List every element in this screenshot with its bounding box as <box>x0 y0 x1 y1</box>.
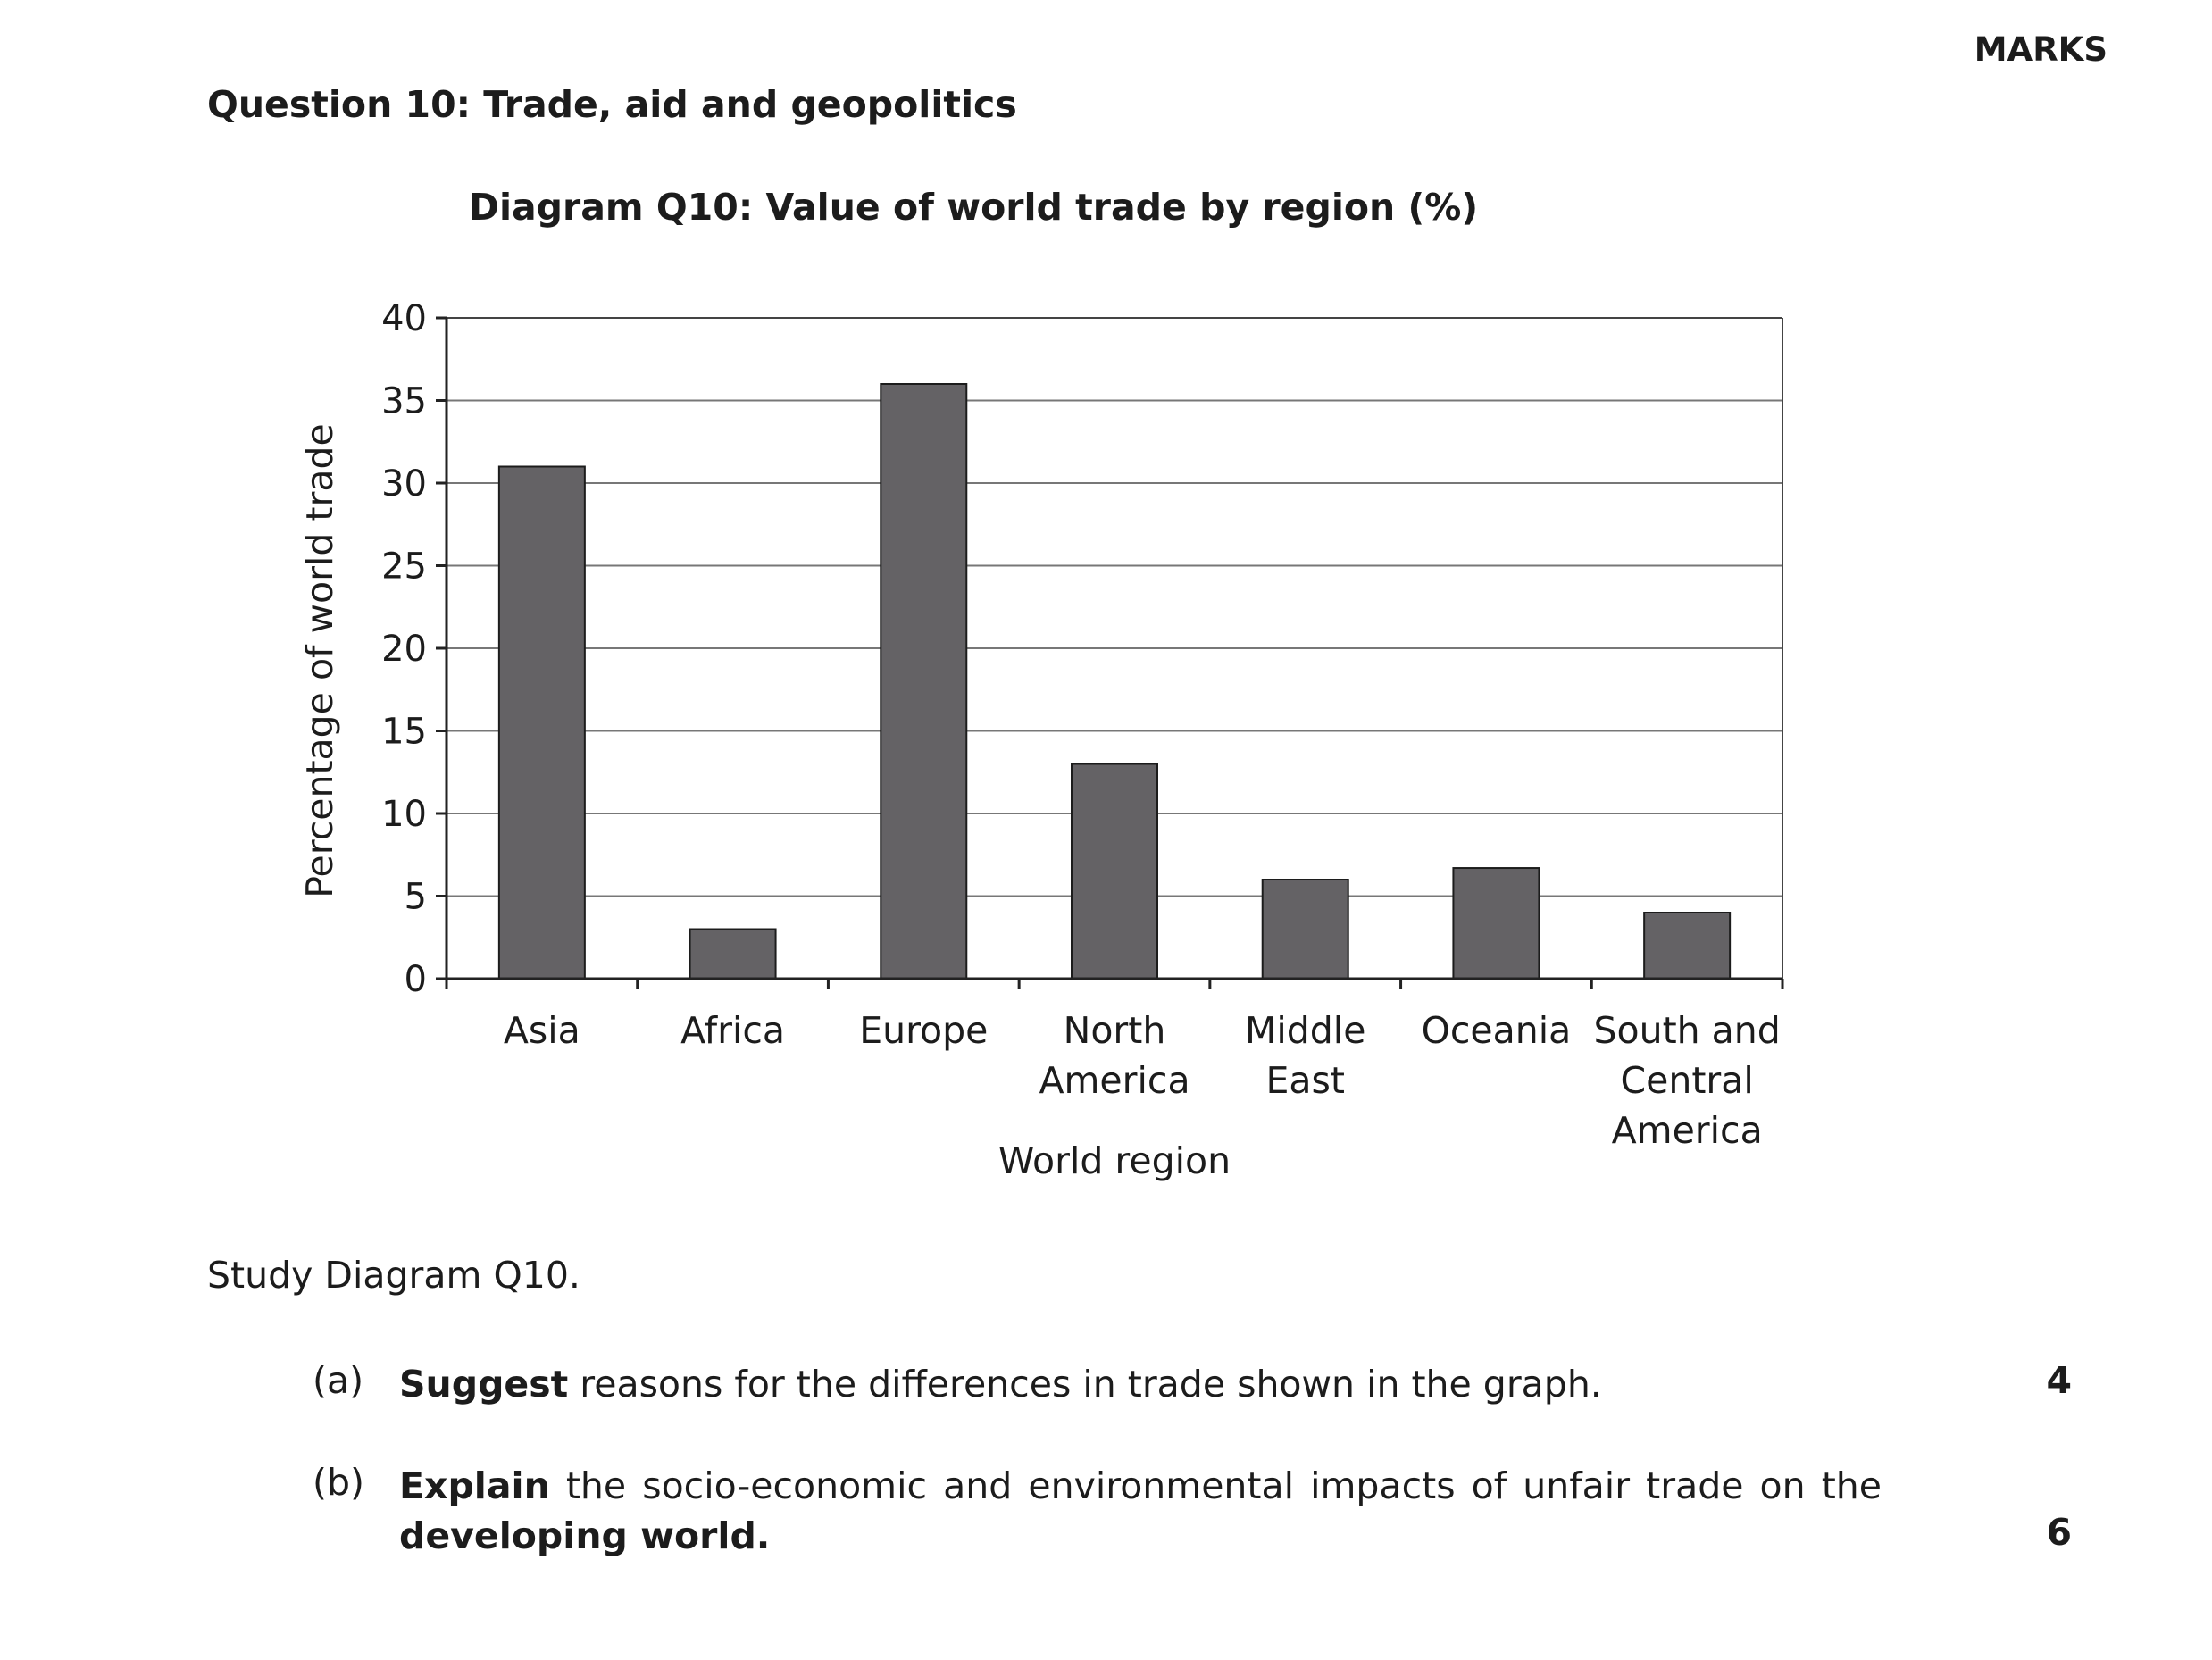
x-category-label: Africa <box>680 1009 785 1052</box>
part-a-body: reasons for the differences in trade sho… <box>568 1363 1602 1406</box>
x-category-label: South and Central America <box>1593 1009 1780 1152</box>
bar-africa <box>689 928 777 980</box>
bar-south-and-central-america <box>1643 912 1732 980</box>
marks-column-header: MARKS <box>1974 30 2108 69</box>
question-title: Question 10: Trade, aid and geopolitics <box>207 83 1017 126</box>
y-tick-label: 35 <box>381 381 427 422</box>
x-axis-title: World region <box>998 1139 1231 1182</box>
bar-north-america <box>1071 763 1158 980</box>
part-a-text: Suggest reasons for the differences in t… <box>399 1359 1882 1409</box>
x-category-label: North America <box>1039 1009 1189 1102</box>
y-tick-label: 20 <box>381 629 427 670</box>
bar-asia <box>497 465 586 980</box>
bar-middle-east <box>1261 879 1349 980</box>
y-tick-label: 10 <box>381 794 427 835</box>
bar-oceania <box>1452 867 1540 980</box>
part-b-emphasis: developing world. <box>399 1514 771 1557</box>
y-tick-label: 40 <box>381 298 427 339</box>
y-axis-title: Percentage of world trade <box>298 423 341 897</box>
part-b-label: (b) <box>313 1461 365 1504</box>
x-category-label: Europe <box>859 1009 988 1052</box>
bar-europe <box>880 383 968 980</box>
x-category-label: Asia <box>504 1009 580 1052</box>
part-a-marks: 4 <box>2046 1359 2072 1402</box>
y-tick-label: 15 <box>381 712 427 753</box>
part-a-command-word: Suggest <box>399 1363 569 1406</box>
y-tick-label: 0 <box>405 959 427 1000</box>
x-category-label: Oceania <box>1422 1009 1572 1052</box>
part-a-label: (a) <box>313 1359 364 1402</box>
y-tick-label: 30 <box>381 463 427 505</box>
bar-chart: 0 5 10 15 20 25 30 35 40 Asia Africa Europe North Ame… <box>298 298 1784 1182</box>
y-tick-label: 5 <box>405 877 427 918</box>
part-b-text: Explain the socio-economic and environme… <box>399 1461 1882 1561</box>
part-b-command-word: Explain <box>399 1464 550 1507</box>
y-tick-label: 25 <box>381 546 427 588</box>
instruction-text: Study Diagram Q10. <box>207 1254 580 1297</box>
part-b-body: the socio-economic and environmental imp… <box>549 1464 1882 1507</box>
x-category-label: Middle East <box>1245 1009 1365 1102</box>
part-b-marks: 6 <box>2046 1511 2072 1554</box>
diagram-title: Diagram Q10: Value of world trade by reg… <box>468 186 1479 229</box>
